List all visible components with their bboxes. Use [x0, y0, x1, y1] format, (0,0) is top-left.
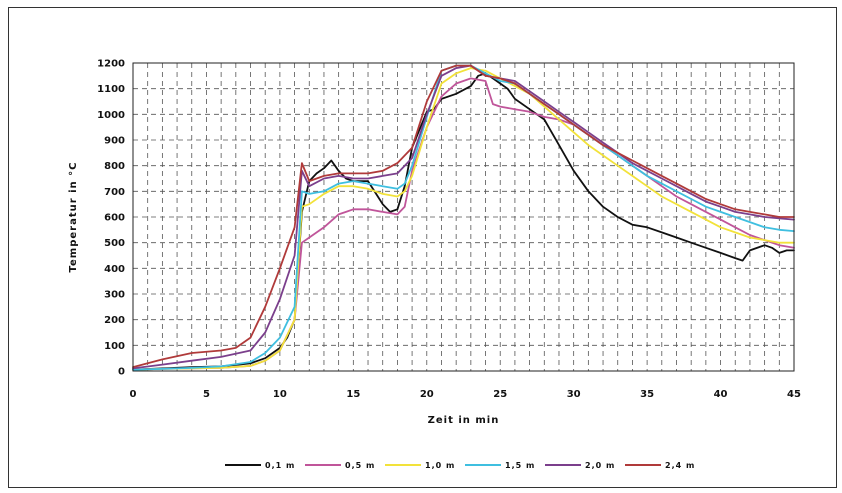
y-tick-label: 700 [104, 187, 125, 198]
x-tick-label: 0 [130, 389, 137, 400]
y-tick-label: 800 [104, 161, 125, 172]
x-tick-label: 5 [203, 389, 210, 400]
y-tick-label: 0 [118, 367, 125, 378]
y-tick-label: 1000 [97, 110, 125, 121]
series-layer [132, 64, 795, 371]
legend-label-6: 2,4 m [665, 461, 695, 470]
grid-lines [132, 62, 795, 372]
y-axis-label: Temperatur in °C [68, 162, 79, 273]
chart-frame [8, 7, 837, 488]
series-line-2 [132, 77, 795, 371]
y-tick-label: 100 [104, 341, 125, 352]
y-tick-label: 900 [104, 136, 125, 147]
series-line-1 [132, 72, 795, 371]
x-tick-label: 15 [346, 389, 360, 400]
legend-label-1: 0,1 m [265, 461, 295, 470]
legend: 0,1 m 0,5 m 1,0 m 1,5 m 2,0 m 2,4 m [225, 461, 695, 470]
y-tick-label: 1100 [97, 84, 125, 95]
x-tick-label: 20 [420, 389, 434, 400]
axes [132, 62, 795, 372]
series-line-3 [132, 67, 795, 371]
x-tick-label: 35 [640, 389, 654, 400]
legend-label-3: 1,0 m [425, 461, 455, 470]
x-axis-label: Zeit in min [428, 415, 500, 426]
y-tick-label: 400 [104, 264, 125, 275]
x-tick-label: 10 [273, 389, 287, 400]
y-tick-label: 500 [104, 238, 125, 249]
y-tick-label: 1200 [97, 59, 125, 70]
tick-labels: 0 5 10 15 20 25 30 35 40 45 0 100 200 300 400 500 600 700… [97, 59, 801, 401]
x-tick-label: 25 [493, 389, 507, 400]
legend-label-2: 0,5 m [345, 461, 375, 470]
series-line-6 [132, 64, 795, 369]
x-tick-label: 30 [567, 389, 581, 400]
x-tick-label: 45 [787, 389, 801, 400]
series-line-4 [132, 64, 795, 371]
legend-label-5: 2,0 m [585, 461, 615, 470]
legend-label-4: 1,5 m [505, 461, 535, 470]
y-tick-label: 200 [104, 315, 125, 326]
y-tick-label: 600 [104, 213, 125, 224]
plot-border [132, 62, 795, 372]
x-tick-label: 40 [714, 389, 728, 400]
y-tick-label: 300 [104, 290, 125, 301]
